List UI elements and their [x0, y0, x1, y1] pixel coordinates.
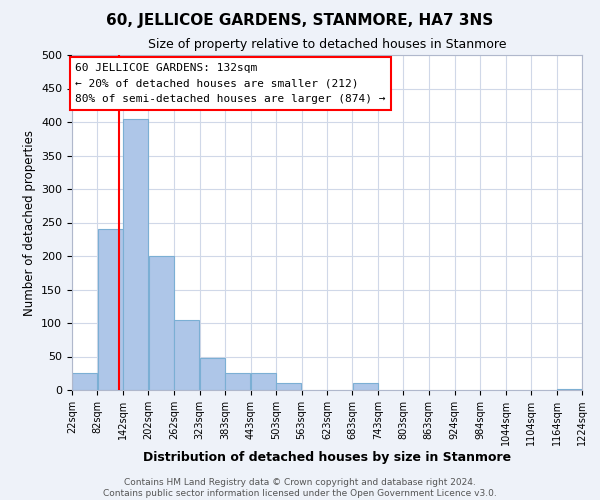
Bar [226, 373, 250, 390]
Text: 60, JELLICOE GARDENS, STANMORE, HA7 3NS: 60, JELLICOE GARDENS, STANMORE, HA7 3NS [106, 12, 494, 28]
Bar [149, 256, 173, 390]
Bar [98, 229, 123, 390]
Y-axis label: Number of detached properties: Number of detached properties [23, 130, 35, 316]
Bar [353, 384, 378, 390]
Bar [72, 373, 97, 390]
Bar [276, 384, 301, 390]
Bar [251, 373, 276, 390]
Bar [200, 358, 225, 390]
Bar [557, 388, 582, 390]
Bar [123, 118, 148, 390]
Text: 60 JELLICOE GARDENS: 132sqm
← 20% of detached houses are smaller (212)
80% of se: 60 JELLICOE GARDENS: 132sqm ← 20% of det… [76, 63, 386, 104]
X-axis label: Distribution of detached houses by size in Stanmore: Distribution of detached houses by size … [143, 451, 511, 464]
Title: Size of property relative to detached houses in Stanmore: Size of property relative to detached ho… [148, 38, 506, 51]
Text: Contains HM Land Registry data © Crown copyright and database right 2024.
Contai: Contains HM Land Registry data © Crown c… [103, 478, 497, 498]
Bar [174, 320, 199, 390]
